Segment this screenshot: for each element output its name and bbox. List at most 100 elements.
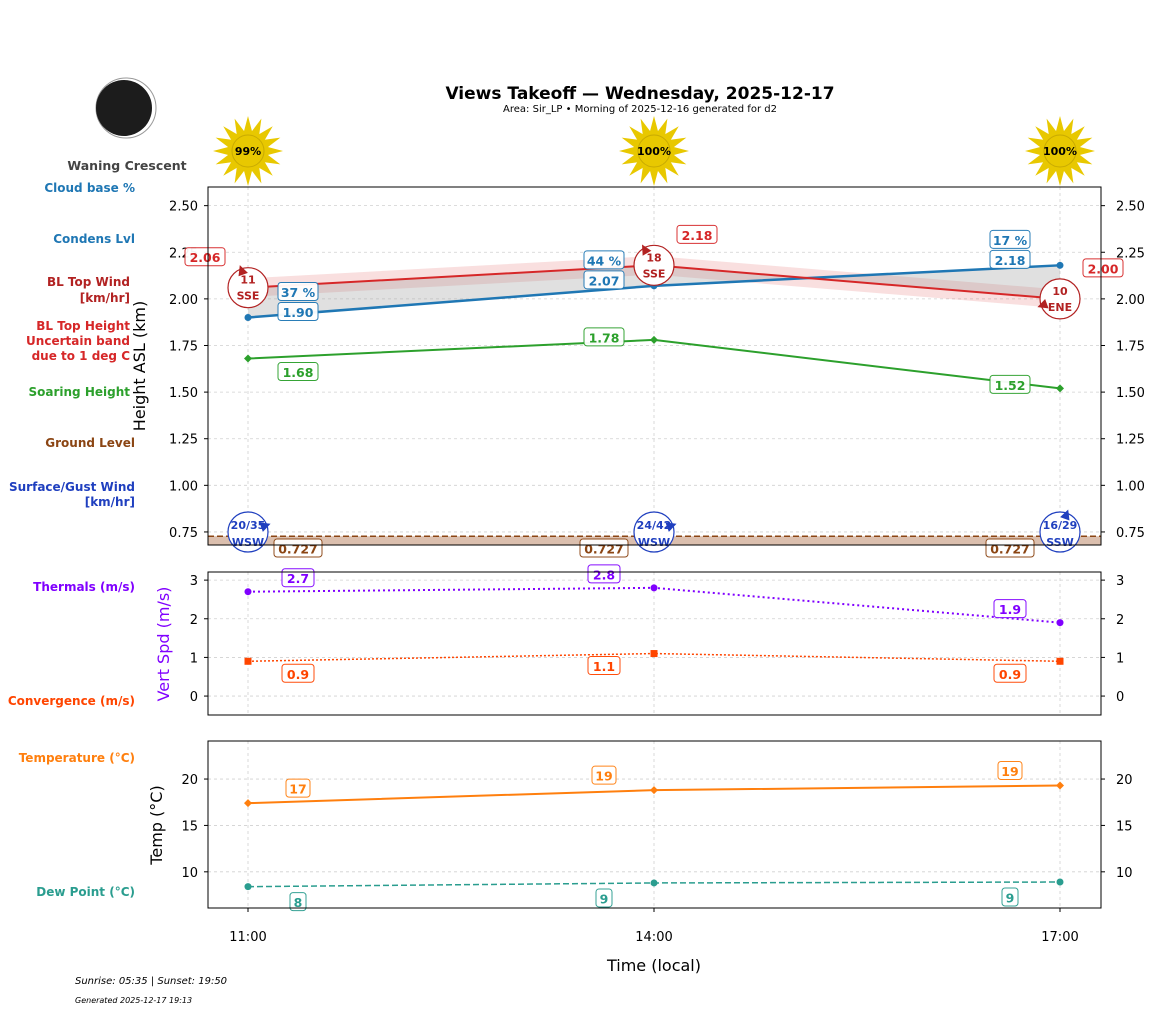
sun-ray <box>243 167 253 186</box>
legend-condens-lvl: Condens Lvl <box>53 232 135 246</box>
thermals-point <box>244 588 252 596</box>
legend-bl-wind-unit: [km/hr] <box>80 291 130 305</box>
legend-thermals: Thermals (m/s) <box>33 580 135 594</box>
bl-wind-circle <box>227 267 269 309</box>
y-tick-label-right: 2 <box>1116 613 1124 628</box>
bl-top-label: 2.00 <box>1088 261 1119 276</box>
sun-percent: 100% <box>637 145 671 158</box>
soaring-point <box>1056 384 1064 393</box>
sun-ray <box>655 118 668 139</box>
dewpoint-label-box <box>289 892 307 912</box>
y-tick-label-right: 1.75 <box>1116 339 1145 354</box>
sun-percent: 100% <box>1043 145 1077 158</box>
surface-wind-dir: WSW <box>232 536 264 549</box>
sun-ray <box>213 146 232 156</box>
moon-waning-crescent-icon <box>95 77 157 139</box>
sun-ray <box>215 137 236 150</box>
sun-ray <box>661 158 679 176</box>
ground-label-box <box>579 538 629 558</box>
dewpoint-label-box <box>595 888 613 908</box>
temperature-point <box>650 786 658 795</box>
bl-top-label-box <box>676 224 718 244</box>
y-tick-label-right: 1.50 <box>1116 386 1145 401</box>
legend-bl-wind: BL Top Wind <box>47 275 130 289</box>
y-tick-label-right: 0 <box>1116 690 1124 705</box>
sun-ray <box>1076 146 1095 156</box>
temperature-label: 19 <box>595 769 612 784</box>
chart-subtitle: Area: Sir_LP • Morning of 2025-12-16 gen… <box>503 104 777 115</box>
legend-convergence: Convergence (m/s) <box>8 694 135 708</box>
sun-ray <box>1055 116 1065 135</box>
bl-top-label: 2.06 <box>190 250 221 265</box>
y-axis-title-temp: Temp (°C) <box>147 785 166 865</box>
legend-surface-wind-unit: [km/hr] <box>85 495 135 509</box>
x-tick-label: 11:00 <box>229 930 266 945</box>
y-tick-label-right: 2.50 <box>1116 200 1145 215</box>
sun-ray <box>629 126 647 144</box>
sun-ray <box>1072 152 1093 165</box>
sun-icon <box>1025 116 1095 186</box>
condens-label-box <box>583 270 625 290</box>
convergence-label: 0.9 <box>287 667 309 682</box>
dewpoint-point <box>244 883 252 891</box>
thermals-label-box <box>993 599 1027 619</box>
thermals-point <box>1056 619 1064 627</box>
ground-label: 0.727 <box>990 542 1030 557</box>
sun-disc <box>637 134 671 168</box>
wind-arrow-icon <box>642 244 652 256</box>
sun-ray <box>234 163 247 184</box>
sun-ray <box>264 146 283 156</box>
temperature-point <box>244 799 252 808</box>
convergence-label: 1.1 <box>593 659 615 674</box>
sun-ray <box>1067 158 1085 176</box>
cloud-pct-label-box <box>989 229 1031 249</box>
cloud-pct-label-box <box>277 282 319 302</box>
dewpoint-label-box <box>1001 887 1019 907</box>
bl-top-label-box <box>184 247 226 267</box>
convergence-point <box>650 650 658 658</box>
soaring-label: 1.78 <box>589 330 620 345</box>
thermals-label: 1.9 <box>999 602 1021 617</box>
temperature-label-box <box>591 765 617 785</box>
y-tick-label-right: 20 <box>1116 773 1133 788</box>
condens-point <box>244 314 252 322</box>
temperature-label: 17 <box>289 782 306 797</box>
bl-wind-circle <box>633 244 675 286</box>
bl-wind-dir: SSE <box>237 290 260 303</box>
temperature-label-box <box>997 761 1023 781</box>
thermals-point <box>650 584 658 592</box>
sun-icon <box>213 116 283 186</box>
convergence-label-box <box>587 656 621 676</box>
legend-temperature: Temperature (°C) <box>19 751 135 765</box>
sun-ray <box>1061 118 1074 139</box>
soaring-label: 1.52 <box>995 378 1026 393</box>
thermals-line <box>247 586 1061 624</box>
sun-icon <box>619 116 689 186</box>
y-tick-label-right: 0.75 <box>1116 526 1145 541</box>
convergence-label-box <box>993 663 1027 683</box>
sun-ray <box>1067 126 1085 144</box>
y-tick-label: 1.25 <box>169 433 198 448</box>
y-tick-label-right: 1.00 <box>1116 479 1145 494</box>
temperature-point <box>1056 781 1064 790</box>
condens-label: 1.90 <box>283 305 314 320</box>
y-tick-label: 1 <box>190 651 198 666</box>
surface-wind-circle <box>633 511 675 553</box>
x-axis-title: Time (local) <box>606 956 701 975</box>
wind-arrow-icon <box>1060 509 1070 521</box>
sun-ray <box>666 152 687 165</box>
ground-label: 0.727 <box>278 542 318 557</box>
cloud-pct-label: 44 % <box>587 253 622 268</box>
sun-disc <box>231 134 265 168</box>
cloud-gap-fill <box>248 265 1060 318</box>
bl-wind-speed: 10 <box>1052 285 1068 298</box>
surface-wind-circle <box>227 511 269 553</box>
sun-disc <box>1043 134 1077 168</box>
y-tick-label: 0.75 <box>169 526 198 541</box>
sun-ray <box>1046 118 1059 139</box>
surface-wind-circle <box>1039 511 1081 553</box>
surface-wind-speed: 16/29 <box>1043 519 1078 532</box>
legend-dewpoint: Dew Point (°C) <box>36 885 135 899</box>
legend-bl-deg: due to 1 deg C <box>32 349 131 363</box>
ground-label-box <box>985 538 1035 558</box>
